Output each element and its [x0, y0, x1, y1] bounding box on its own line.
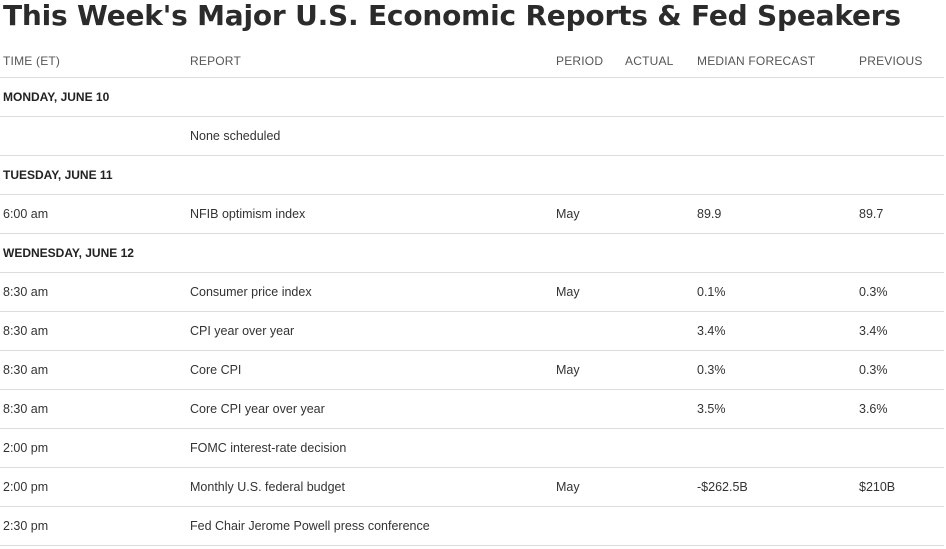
cell-time: 8:30 am: [0, 350, 187, 390]
table-row: 6:00 am NFIB optimism index May 89.9 89.…: [0, 194, 944, 234]
cell-previous: $210B: [856, 467, 944, 507]
table-row: 8:30 am Consumer price index May 0.1% 0.…: [0, 272, 944, 312]
cell-report: NFIB optimism index: [187, 194, 553, 234]
cell-previous: 0.3%: [856, 350, 944, 390]
cell-report: Fed Chair Jerome Powell press conference: [187, 506, 553, 546]
cell-period: [553, 311, 622, 351]
table-row: 8:30 am Core CPI year over year 3.5% 3.6…: [0, 389, 944, 429]
cell-actual: [622, 467, 694, 507]
column-header-median-forecast: MEDIAN FORECAST: [694, 44, 856, 78]
cell-report: Monthly U.S. federal budget: [187, 467, 553, 507]
cell-actual: [622, 116, 694, 156]
cell-previous: 3.6%: [856, 389, 944, 429]
table-row: None scheduled: [0, 116, 944, 156]
day-row-monday: MONDAY, JUNE 10: [0, 77, 944, 117]
column-header-previous: PREVIOUS: [856, 44, 944, 78]
cell-actual: [622, 506, 694, 546]
cell-time: 8:30 am: [0, 389, 187, 429]
cell-median-forecast: 3.4%: [694, 311, 856, 351]
cell-period: May: [553, 272, 622, 312]
column-header-report: REPORT: [187, 44, 553, 78]
economic-calendar-table: TIME (ET) REPORT PERIOD ACTUAL MEDIAN FO…: [0, 44, 944, 546]
cell-report: Core CPI: [187, 350, 553, 390]
cell-median-forecast: [694, 116, 856, 156]
cell-report: Core CPI year over year: [187, 389, 553, 429]
cell-report: CPI year over year: [187, 311, 553, 351]
table-row: 2:30 pm Fed Chair Jerome Powell press co…: [0, 506, 944, 546]
day-label: WEDNESDAY, JUNE 12: [0, 233, 944, 273]
cell-period: [553, 389, 622, 429]
cell-period: May: [553, 467, 622, 507]
cell-median-forecast: [694, 506, 856, 546]
cell-period: May: [553, 350, 622, 390]
cell-previous: 3.4%: [856, 311, 944, 351]
table-row: 2:00 pm FOMC interest-rate decision: [0, 428, 944, 468]
cell-time: [0, 116, 187, 156]
cell-previous: [856, 506, 944, 546]
page-title: This Week's Major U.S. Economic Reports …: [3, 0, 901, 32]
cell-period: [553, 506, 622, 546]
cell-period: [553, 428, 622, 468]
cell-report: None scheduled: [187, 116, 553, 156]
column-header-time: TIME (ET): [0, 44, 187, 78]
cell-median-forecast: -$262.5B: [694, 467, 856, 507]
cell-actual: [622, 311, 694, 351]
cell-median-forecast: 0.1%: [694, 272, 856, 312]
cell-time: 8:30 am: [0, 311, 187, 351]
day-row-wednesday: WEDNESDAY, JUNE 12: [0, 233, 944, 273]
cell-report: Consumer price index: [187, 272, 553, 312]
day-label: MONDAY, JUNE 10: [0, 77, 944, 117]
cell-previous: [856, 428, 944, 468]
cell-previous: 89.7: [856, 194, 944, 234]
cell-median-forecast: 3.5%: [694, 389, 856, 429]
cell-previous: 0.3%: [856, 272, 944, 312]
cell-time: 2:00 pm: [0, 467, 187, 507]
cell-actual: [622, 194, 694, 234]
cell-previous: [856, 116, 944, 156]
table-row: 8:30 am Core CPI May 0.3% 0.3%: [0, 350, 944, 390]
cell-median-forecast: [694, 428, 856, 468]
cell-report: FOMC interest-rate decision: [187, 428, 553, 468]
table-row: 8:30 am CPI year over year 3.4% 3.4%: [0, 311, 944, 351]
table-header-row: TIME (ET) REPORT PERIOD ACTUAL MEDIAN FO…: [0, 44, 944, 78]
cell-time: 6:00 am: [0, 194, 187, 234]
cell-actual: [622, 350, 694, 390]
cell-period: [553, 116, 622, 156]
cell-time: 2:30 pm: [0, 506, 187, 546]
cell-median-forecast: 0.3%: [694, 350, 856, 390]
cell-actual: [622, 428, 694, 468]
cell-time: 2:00 pm: [0, 428, 187, 468]
day-row-tuesday: TUESDAY, JUNE 11: [0, 155, 944, 195]
table-row: 2:00 pm Monthly U.S. federal budget May …: [0, 467, 944, 507]
cell-period: May: [553, 194, 622, 234]
cell-time: 8:30 am: [0, 272, 187, 312]
cell-median-forecast: 89.9: [694, 194, 856, 234]
cell-actual: [622, 272, 694, 312]
day-label: TUESDAY, JUNE 11: [0, 155, 944, 195]
column-header-period: PERIOD: [553, 44, 622, 78]
column-header-actual: ACTUAL: [622, 44, 694, 78]
cell-actual: [622, 389, 694, 429]
